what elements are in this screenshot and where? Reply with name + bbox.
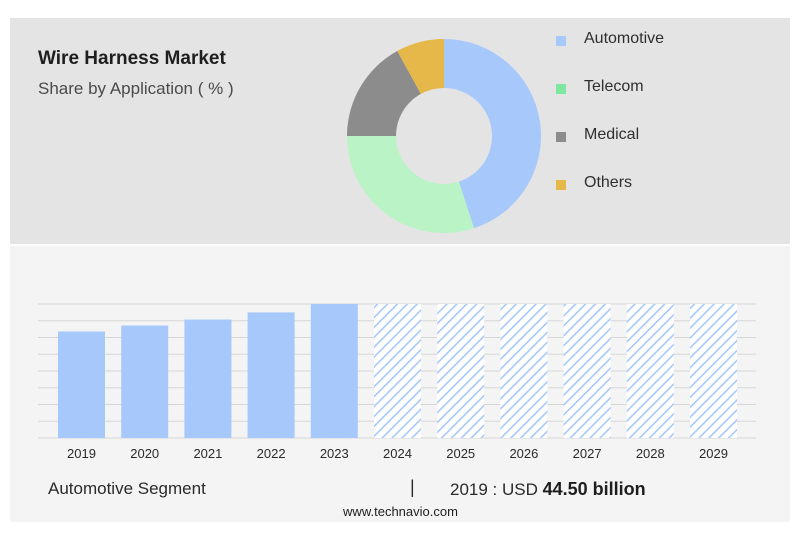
legend-swatch-telecom (556, 84, 566, 94)
legend-label-others: Others (584, 174, 633, 191)
bar-2026 (500, 304, 548, 438)
bar-2025 (437, 304, 485, 438)
source-footer[interactable]: www.technavio.com (343, 504, 458, 519)
bar-2029 (690, 304, 737, 438)
x-tick-label-2022: 2022 (257, 446, 286, 461)
donut-slice-automotive (444, 39, 541, 229)
x-tick-label-2023: 2023 (320, 446, 349, 461)
x-tick-label-2019: 2019 (67, 446, 96, 461)
segment-label: Automotive Segment (48, 479, 206, 498)
legend-label-telecom: Telecom (584, 78, 644, 95)
x-tick-label-2020: 2020 (130, 446, 159, 461)
legend-swatch-automotive (556, 36, 566, 46)
legend-label-medical: Medical (584, 126, 640, 143)
bar-2022 (247, 312, 295, 438)
bar-2019 (58, 331, 105, 438)
x-tick-label-2029: 2029 (699, 446, 728, 461)
bar-2028 (626, 304, 674, 438)
x-tick-label-2026: 2026 (509, 446, 538, 461)
legend-label-automotive: Automotive (584, 30, 665, 47)
summary-value-prefix: 2019 : USD (450, 480, 538, 499)
legend-swatch-others (556, 180, 566, 190)
donut-slice-medical (347, 50, 421, 136)
chart-subtitle: Share by Application ( % ) (38, 79, 234, 98)
x-tick-label-2028: 2028 (636, 446, 665, 461)
bar-2020 (121, 325, 169, 438)
summary-divider: | (410, 477, 415, 497)
chart-title: Wire Harness Market (38, 48, 226, 69)
x-tick-label-2027: 2027 (573, 446, 602, 461)
bar-chart: 2019 2020 2021 2022 2023 2024 2025 2026 2027 2028… (38, 303, 756, 461)
legend-swatch-medical (556, 132, 566, 142)
bar-2027 (563, 304, 611, 438)
x-tick-label-2024: 2024 (383, 446, 412, 461)
donut-chart (347, 39, 541, 233)
donut-slice-telecom (347, 136, 474, 233)
summary-value: 2019 : USD 44.50 billion (450, 479, 646, 500)
bar-2021 (184, 319, 232, 438)
bar-2023 (310, 304, 358, 438)
summary-value-amount: 44.50 billion (542, 479, 646, 499)
x-tick-label-2025: 2025 (446, 446, 475, 461)
bar-2024 (374, 304, 421, 438)
donut-slice-others (397, 39, 444, 94)
x-tick-label-2021: 2021 (193, 446, 222, 461)
